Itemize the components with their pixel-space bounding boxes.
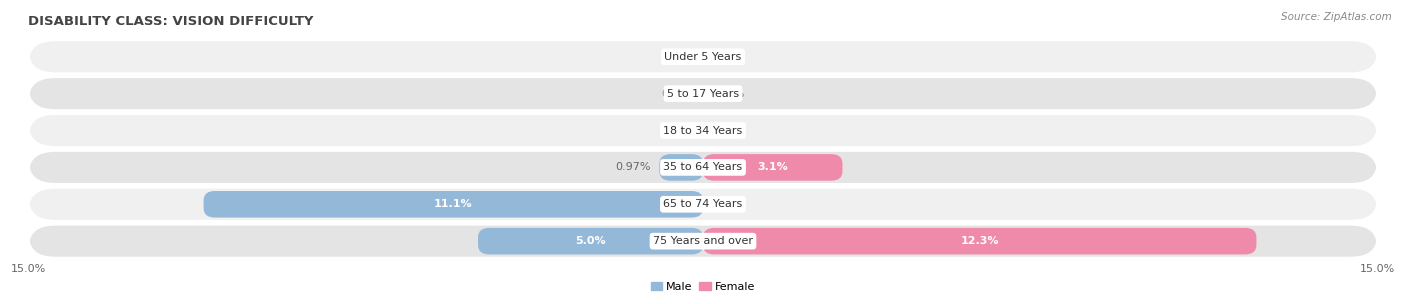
- FancyBboxPatch shape: [28, 225, 1378, 258]
- FancyBboxPatch shape: [28, 151, 1378, 184]
- FancyBboxPatch shape: [703, 154, 842, 181]
- Text: 18 to 34 Years: 18 to 34 Years: [664, 126, 742, 136]
- FancyBboxPatch shape: [28, 77, 1378, 110]
- Text: 0.0%: 0.0%: [717, 52, 745, 62]
- FancyBboxPatch shape: [659, 154, 703, 181]
- Text: 35 to 64 Years: 35 to 64 Years: [664, 162, 742, 172]
- FancyBboxPatch shape: [204, 191, 703, 218]
- Text: Source: ZipAtlas.com: Source: ZipAtlas.com: [1281, 12, 1392, 22]
- Text: 0.0%: 0.0%: [717, 199, 745, 209]
- FancyBboxPatch shape: [28, 114, 1378, 147]
- Text: 11.1%: 11.1%: [434, 199, 472, 209]
- Legend: Male, Female: Male, Female: [647, 277, 759, 296]
- Text: 65 to 74 Years: 65 to 74 Years: [664, 199, 742, 209]
- Text: 3.1%: 3.1%: [758, 162, 789, 172]
- Text: 5 to 17 Years: 5 to 17 Years: [666, 89, 740, 98]
- Text: 75 Years and over: 75 Years and over: [652, 236, 754, 246]
- Text: 0.0%: 0.0%: [661, 52, 689, 62]
- FancyBboxPatch shape: [28, 40, 1378, 73]
- Text: 0.0%: 0.0%: [661, 126, 689, 136]
- FancyBboxPatch shape: [28, 188, 1378, 221]
- Text: 0.0%: 0.0%: [717, 89, 745, 98]
- Text: Under 5 Years: Under 5 Years: [665, 52, 741, 62]
- Text: 0.0%: 0.0%: [717, 126, 745, 136]
- Text: 5.0%: 5.0%: [575, 236, 606, 246]
- Text: 12.3%: 12.3%: [960, 236, 998, 246]
- Text: 0.0%: 0.0%: [661, 89, 689, 98]
- Text: 0.97%: 0.97%: [614, 162, 651, 172]
- FancyBboxPatch shape: [478, 228, 703, 254]
- FancyBboxPatch shape: [703, 228, 1257, 254]
- Text: DISABILITY CLASS: VISION DIFFICULTY: DISABILITY CLASS: VISION DIFFICULTY: [28, 16, 314, 28]
